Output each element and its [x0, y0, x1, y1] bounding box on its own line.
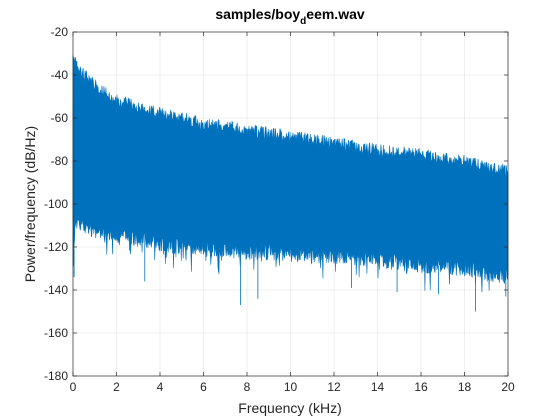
x-tick-label: 0: [70, 380, 77, 394]
x-tick-label: 6: [200, 380, 207, 394]
x-tick-label: 8: [244, 380, 251, 394]
y-tick-label: -180: [44, 369, 68, 383]
title-main: samples/boy: [215, 6, 300, 22]
y-tick-label: -100: [44, 197, 68, 211]
x-tick-label: 14: [371, 380, 385, 394]
title-end: eem.wav: [306, 6, 365, 22]
y-axis-label: Power/frequency (dB/Hz): [22, 126, 38, 282]
y-tick-label: -60: [51, 111, 69, 125]
y-tick-label: -120: [44, 240, 68, 254]
x-tick-label: 20: [501, 380, 515, 394]
x-axis-label: Frequency (kHz): [238, 400, 341, 416]
x-tick-label: 16: [414, 380, 428, 394]
y-axis: -180 -160 -140 -120 -100 -80 -60 -40 -20: [44, 25, 508, 383]
y-tick-label: -140: [44, 283, 68, 297]
psd-series: [72, 55, 509, 312]
chart-title: samples/boydeem.wav: [215, 6, 365, 27]
x-tick-label: 18: [458, 380, 472, 394]
x-tick-label: 4: [157, 380, 164, 394]
x-axis: 0 2 4 6 8 10 12 14 16 18 20: [70, 32, 515, 394]
title-subscript: d: [300, 16, 306, 27]
y-tick-label: -20: [51, 25, 69, 39]
y-tick-label: -40: [51, 68, 69, 82]
y-tick-label: -160: [44, 326, 68, 340]
x-tick-label: 10: [284, 380, 298, 394]
x-tick-label: 2: [113, 380, 120, 394]
x-tick-label: 12: [327, 380, 341, 394]
y-tick-label: -80: [51, 154, 69, 168]
